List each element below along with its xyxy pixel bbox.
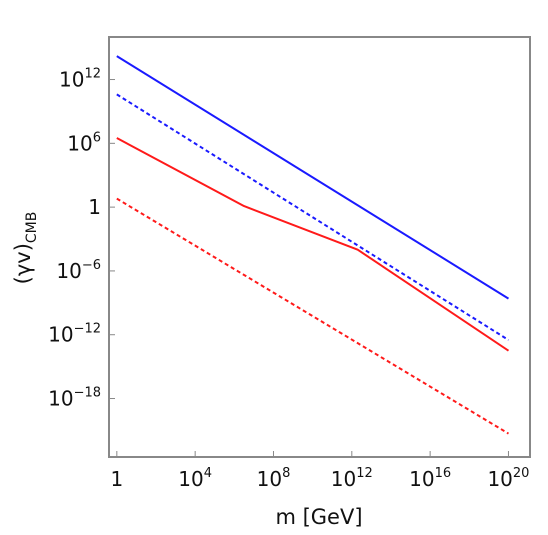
y-tick-label: 1012 <box>59 67 101 92</box>
x-tick-label: 1012 <box>331 466 373 491</box>
x-axis-label: m [GeV] <box>275 505 362 529</box>
plot-frame <box>108 36 531 458</box>
series-line-1 <box>116 55 510 300</box>
y-tick-label-base: 10 <box>48 387 73 411</box>
x-tick-label-base: 10 <box>178 467 203 491</box>
x-tick-label: 1020 <box>487 466 529 491</box>
y-tick-label: 10−12 <box>48 322 101 347</box>
y-tick-label-exponent: −6 <box>82 258 101 273</box>
y-axis-label-main: (γv) <box>11 243 35 284</box>
series-layer <box>116 55 510 435</box>
y-tick-label-exponent: 12 <box>84 67 101 82</box>
y-tick-label-exponent: −12 <box>74 322 101 337</box>
series-line-4 <box>116 197 510 435</box>
x-tick-label-base: 10 <box>409 467 434 491</box>
y-axis-label-subscript: CMB <box>24 212 40 243</box>
y-tick-label: 10−6 <box>56 258 101 283</box>
y-tick-label-exponent: −18 <box>74 386 101 401</box>
x-tick-label-exponent: 4 <box>204 466 212 481</box>
x-tick-label-base: 10 <box>487 467 512 491</box>
y-tick-label-base: 10 <box>48 323 73 347</box>
x-tick-label: 108 <box>257 466 291 491</box>
x-ticks: 1 104 108 1012 1016 1020 <box>110 451 529 491</box>
series-line-3 <box>116 137 510 352</box>
y-axis-label: (γv)CMB <box>11 212 40 285</box>
y-tick-label: 10−18 <box>48 386 101 411</box>
x-tick-label-exponent: 8 <box>282 466 290 481</box>
x-tick-label-base: 10 <box>257 467 282 491</box>
y-tick-label: 106 <box>67 130 101 155</box>
y-tick-label-base: 10 <box>67 131 92 155</box>
x-tick-label: 104 <box>178 466 212 491</box>
x-tick-label: 1 <box>110 467 123 491</box>
x-tick-label-base: 10 <box>331 467 356 491</box>
series-line-2 <box>116 93 510 341</box>
x-tick-label: 1016 <box>409 466 451 491</box>
y-tick-label-base: 10 <box>56 259 81 283</box>
y-tick-label-base: 10 <box>59 68 84 92</box>
x-tick-label-base: 1 <box>110 467 123 491</box>
x-tick-label-exponent: 12 <box>356 466 373 481</box>
y-tick-label: 1 <box>88 195 101 219</box>
y-tick-label-base: 1 <box>88 195 101 219</box>
x-tick-label-exponent: 16 <box>435 466 452 481</box>
x-tick-label-exponent: 20 <box>513 466 530 481</box>
y-tick-label-exponent: 6 <box>93 130 101 145</box>
